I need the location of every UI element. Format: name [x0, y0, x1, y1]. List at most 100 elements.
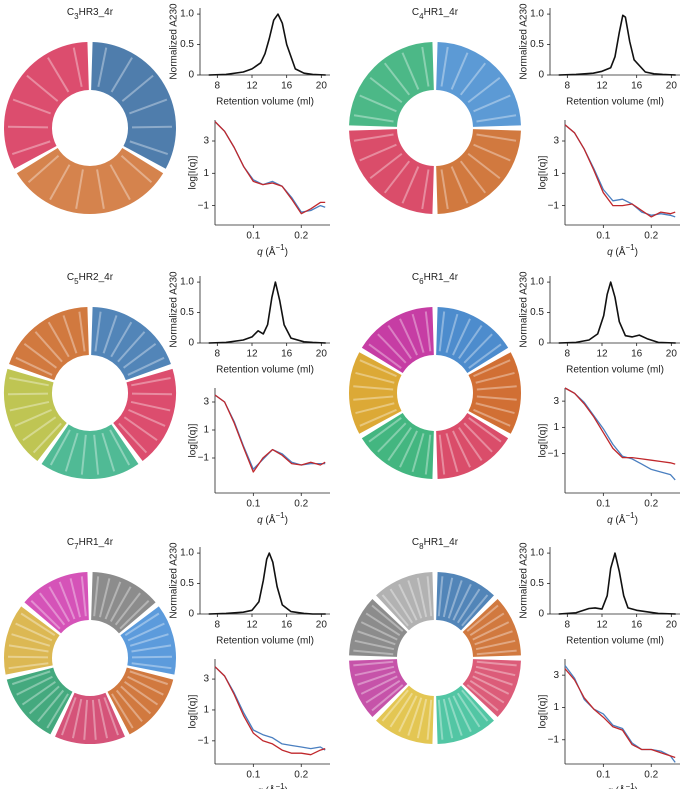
x-tick-label: 12: [596, 81, 608, 92]
subunit: [434, 684, 494, 744]
helix: [97, 698, 109, 739]
helix: [398, 583, 418, 621]
y-tick-label: 0: [538, 70, 544, 81]
x-tick-label: 0.2: [644, 499, 658, 510]
y-axis-label: log[I(q)]: [188, 155, 199, 189]
x-tick-label: 12: [596, 349, 608, 360]
helix: [117, 331, 146, 363]
helix: [407, 580, 423, 619]
x-label-part: (Å: [613, 784, 626, 789]
x-tick-label: 16: [631, 349, 643, 360]
helix: [442, 577, 454, 618]
helix: [359, 94, 397, 113]
helix: [360, 675, 398, 695]
helix: [9, 400, 50, 412]
helix: [16, 675, 53, 696]
helix: [119, 600, 150, 630]
helix: [447, 580, 463, 619]
helix: [129, 670, 169, 686]
helix: [353, 133, 394, 142]
helix: [11, 633, 51, 647]
helix: [131, 662, 172, 670]
series-line: [564, 668, 676, 759]
helix: [440, 46, 449, 87]
helix: [359, 408, 397, 427]
x-tick-label: 16: [631, 620, 643, 631]
helix: [22, 416, 57, 442]
subunit: [349, 42, 435, 128]
helix: [26, 74, 59, 102]
helix: [426, 699, 433, 740]
subunit: [349, 599, 409, 659]
y-tick-label: −1: [198, 200, 210, 211]
series-line: [214, 394, 326, 473]
helix: [131, 655, 173, 659]
helix: [452, 583, 472, 621]
x-tick-label: 0.2: [294, 499, 308, 510]
x-label-part: ): [285, 515, 288, 526]
subunit: [376, 684, 436, 744]
helix: [383, 62, 411, 96]
helix: [98, 578, 111, 618]
label-suffix: HR1_4r: [424, 7, 459, 18]
subunit: [4, 42, 90, 169]
helix: [469, 679, 505, 704]
helix: [368, 343, 402, 369]
helix: [450, 52, 469, 90]
helix: [8, 644, 49, 653]
helix: [48, 586, 71, 623]
x-tick-label: 16: [631, 81, 643, 92]
helix: [467, 76, 501, 104]
structure-label: C8HR1_4r: [412, 537, 459, 551]
y-axis-label: log[I(q)]: [538, 423, 549, 457]
helix: [387, 325, 412, 360]
helix: [353, 385, 394, 391]
x-label-part: −1: [275, 243, 285, 252]
subunit: [16, 147, 164, 214]
y-tick-label: 1: [553, 422, 559, 433]
label-prefix: C: [412, 272, 419, 283]
x-axis-label: q (Å−1): [607, 243, 638, 258]
helix: [118, 422, 148, 454]
x-tick-label: 16: [281, 620, 293, 631]
helix: [357, 670, 396, 686]
helix: [129, 633, 169, 647]
helix: [365, 679, 401, 704]
x-label-part: −1: [625, 511, 635, 520]
subunit: [4, 368, 68, 462]
x-axis-label: Retention volume (ml): [566, 636, 664, 647]
helix: [469, 612, 505, 637]
series-line: [564, 387, 676, 481]
x-label-part: q: [607, 247, 613, 258]
helix: [28, 685, 60, 715]
helix: [20, 612, 56, 637]
helix: [445, 313, 459, 353]
x-tick-label: 0.2: [644, 231, 658, 242]
y-tick-label: 3: [553, 670, 559, 681]
helix: [442, 698, 454, 739]
helix: [14, 408, 52, 427]
helix: [389, 588, 414, 624]
helix: [71, 698, 83, 739]
helix: [104, 581, 122, 620]
y-tick-label: −1: [198, 453, 210, 464]
y-axis-label: Normalized A230: [519, 271, 530, 348]
helix: [365, 612, 401, 637]
subunit: [461, 657, 521, 717]
helix: [468, 343, 502, 369]
helix: [463, 422, 493, 453]
helix: [131, 125, 173, 129]
helix: [368, 417, 402, 443]
helix: [102, 315, 118, 354]
helix: [354, 665, 395, 677]
helix: [354, 639, 395, 651]
helix: [80, 434, 87, 475]
y-axis-label: log[I(q)]: [538, 694, 549, 728]
helix: [120, 685, 152, 715]
x-label-part: (Å: [613, 245, 626, 258]
subunit: [119, 606, 176, 675]
x-label-part: −1: [275, 511, 285, 520]
helix: [131, 392, 173, 396]
helix: [461, 689, 489, 722]
x-tick-label: 0.2: [644, 770, 658, 781]
